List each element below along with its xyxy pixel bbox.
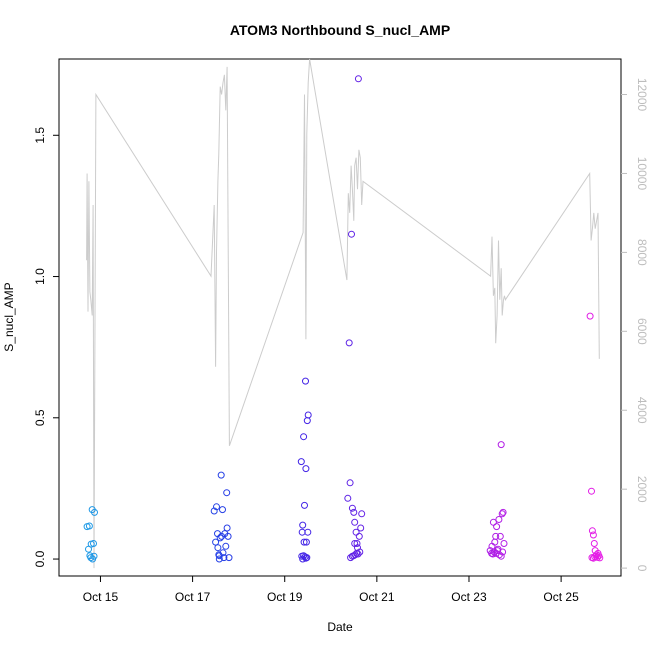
data-point xyxy=(596,554,604,562)
data-point xyxy=(300,538,308,546)
plot-frame xyxy=(58,58,622,577)
data-point xyxy=(590,540,598,547)
data-point xyxy=(299,521,307,529)
data-point xyxy=(345,339,353,347)
data-point xyxy=(89,555,97,563)
data-point xyxy=(210,507,218,515)
data-point xyxy=(344,494,352,502)
x-tick-label: Oct 21 xyxy=(359,590,395,604)
y-axis-label: S_nucl_AMP xyxy=(2,282,16,351)
data-point xyxy=(303,554,311,562)
data-point xyxy=(498,510,506,518)
y-axis: 0.0 0.5 1.0 1.5 xyxy=(33,127,59,567)
data-point xyxy=(592,552,600,560)
x-tick-label: Oct 15 xyxy=(83,590,119,604)
data-point xyxy=(222,542,230,550)
data-point xyxy=(354,544,361,552)
data-point xyxy=(302,538,310,546)
data-point xyxy=(223,489,231,497)
data-point xyxy=(589,531,597,539)
data-point xyxy=(90,540,97,547)
y2-tick-label: 10000 xyxy=(635,157,649,191)
data-point xyxy=(219,506,226,514)
data-point xyxy=(85,522,93,530)
data-point xyxy=(495,516,503,523)
data-point xyxy=(353,540,361,547)
data-point xyxy=(497,552,505,560)
data-point xyxy=(224,532,232,540)
data-point xyxy=(214,544,222,552)
data-point xyxy=(304,528,312,536)
data-point xyxy=(225,554,233,562)
data-point xyxy=(87,554,95,562)
data-point xyxy=(303,417,311,425)
y2-tick-label: 6000 xyxy=(635,318,649,345)
x-tick-label: Oct 25 xyxy=(543,590,579,604)
y-tick-label: 1.0 xyxy=(33,268,47,285)
data-point xyxy=(348,230,355,238)
x-axis-label: Date xyxy=(327,620,353,634)
data-point xyxy=(489,550,497,558)
series-line xyxy=(86,58,600,569)
data-point xyxy=(304,411,312,419)
data-point xyxy=(302,465,310,473)
data-point xyxy=(300,433,308,441)
data-point xyxy=(213,503,220,511)
data-point xyxy=(588,487,595,495)
data-point xyxy=(223,524,231,532)
data-point xyxy=(301,501,308,509)
y-tick-label: 1.5 xyxy=(33,127,47,144)
data-point xyxy=(351,518,359,526)
data-point xyxy=(220,554,228,562)
data-point xyxy=(357,524,365,532)
x-tick-label: Oct 19 xyxy=(267,590,303,604)
data-point xyxy=(348,504,356,512)
data-point xyxy=(499,548,507,556)
y-tick-label: 0.0 xyxy=(33,550,47,567)
data-point xyxy=(299,555,307,563)
data-point xyxy=(358,510,366,518)
data-point xyxy=(346,479,354,487)
y-tick-label: 0.5 xyxy=(33,409,47,426)
data-point xyxy=(216,534,224,542)
chart-title: ATOM3 Northbound S_nucl_AMP xyxy=(230,22,450,38)
data-point xyxy=(500,540,508,547)
data-point xyxy=(496,532,504,540)
y2-tick-label: 2000 xyxy=(635,476,649,503)
y2-tick-label: 4000 xyxy=(635,397,649,424)
points-series xyxy=(83,75,604,563)
data-point xyxy=(354,75,362,83)
data-point xyxy=(494,547,501,555)
data-point xyxy=(219,549,227,557)
y2-tick-label: 0 xyxy=(635,565,649,572)
data-point xyxy=(297,458,305,466)
data-point xyxy=(588,527,596,535)
data-point xyxy=(350,508,358,516)
data-point xyxy=(499,508,507,516)
y2-tick-label: 12000 xyxy=(635,78,649,112)
data-point xyxy=(355,532,363,540)
x-tick-label: Oct 17 xyxy=(175,590,211,604)
data-point xyxy=(91,508,98,516)
data-point xyxy=(217,471,225,479)
data-point xyxy=(215,555,223,563)
line-series xyxy=(86,58,600,569)
x-axis: Oct 15 Oct 17 Oct 19 Oct 21 Oct 23 Oct 25 xyxy=(83,576,579,604)
data-point xyxy=(492,532,500,540)
data-point xyxy=(493,523,501,531)
y2-tick-label: 8000 xyxy=(635,239,649,266)
data-point xyxy=(302,377,309,385)
data-point xyxy=(497,441,505,449)
data-point xyxy=(491,538,499,546)
secondary-y-axis: 0 2000 4000 6000 8000 10000 12000 xyxy=(621,78,649,572)
x-tick-label: Oct 23 xyxy=(451,590,487,604)
data-point xyxy=(586,312,594,320)
